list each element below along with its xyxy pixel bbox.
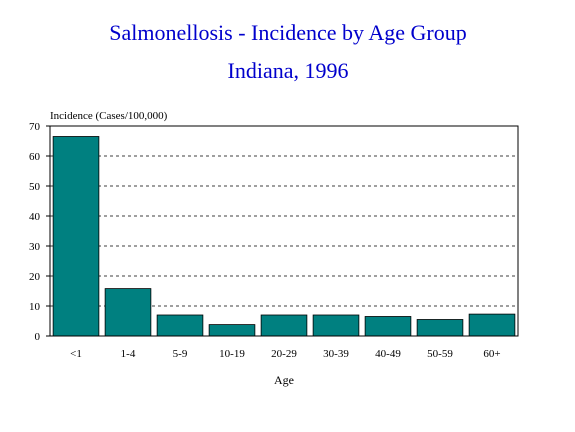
y-tick-label: 20: [29, 271, 41, 283]
plot-frame: [49, 125, 519, 337]
x-tick-label: 20-29: [271, 348, 297, 360]
x-tick-label: 10-19: [219, 348, 245, 360]
x-tick-label: 40-49: [375, 348, 401, 360]
y-axis-label: Incidence (Cases/100,000): [50, 110, 168, 122]
bar-5-9: [156, 314, 204, 337]
bars: [52, 136, 516, 337]
y-tick-label: 40: [29, 211, 41, 223]
chart-title: Salmonellosis - Incidence by Age Group: [109, 20, 466, 45]
gridlines: [50, 155, 518, 307]
y-tick-label: 50: [29, 181, 41, 193]
y-tick-label: 60: [29, 151, 41, 163]
y-tick-label: 10: [29, 301, 41, 313]
y-tick-label: 0: [35, 331, 41, 343]
x-tick-label: 1-4: [121, 348, 136, 360]
y-tick-label: 30: [29, 241, 41, 253]
bar-50-59: [416, 319, 464, 337]
bar-10-19: [208, 324, 256, 337]
x-axis-label: Age: [274, 373, 294, 387]
bar-1-4: [104, 288, 152, 337]
x-tick-label: 30-39: [323, 348, 349, 360]
x-tick-label: <1: [70, 348, 82, 360]
x-ticks: <1 1-4 5-9 10-19 20-29 30-39 40-49 50-59 60+: [70, 348, 500, 360]
x-tick-label: 50-59: [427, 348, 453, 360]
bar-30-39: [312, 314, 360, 337]
bar-20-29: [260, 314, 308, 337]
x-tick-label: 5-9: [173, 348, 188, 360]
bar-40-49: [364, 316, 412, 337]
bar-60+: [468, 313, 516, 337]
bar-<1: [52, 136, 100, 337]
y-tick-label: 70: [29, 121, 41, 133]
chart-subtitle: Indiana, 1996: [228, 58, 349, 83]
y-ticks: 0 10 20 30 40 50 60 70: [29, 121, 50, 343]
x-tick-label: 60+: [483, 348, 500, 360]
